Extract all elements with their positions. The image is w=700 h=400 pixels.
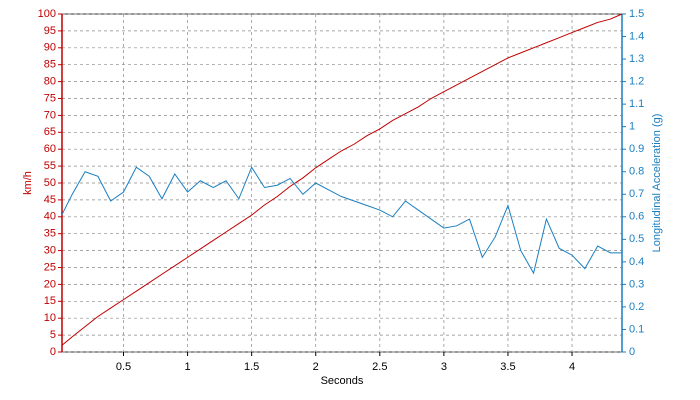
y-tick-label: 75 [44,92,56,104]
y-tick-label: 85 [44,59,56,71]
y-tick-label: 45 [44,194,56,206]
y2-tick-label: 0.5 [629,233,644,245]
y2-tick-label: 0 [629,346,635,358]
y2-axis-label: Longitudinal Acceleration (g) [651,114,663,253]
y2-tick-label: 1 [629,121,635,133]
y2-tick-label: 0.7 [629,188,644,200]
x-tick-label: 2 [313,361,319,373]
data-line [61,13,623,346]
y-tick-label: 0 [50,346,56,358]
y-tick-label: 60 [44,143,56,155]
x-tick-label: 4 [569,361,575,373]
y-tick-label: 95 [44,25,56,37]
y-tick-label: 30 [44,245,56,257]
y2-tick-label: 1.5 [629,8,644,20]
y-tick-label: 40 [44,211,56,223]
y-tick-label: 70 [44,109,56,121]
x-tick-label: 1.5 [244,361,259,373]
x-tick-label: 3.5 [500,361,515,373]
y2-tick-label: 1.2 [629,76,644,88]
y-tick-label: 65 [44,126,56,138]
y2-tick-label: 0.9 [629,143,644,155]
y-tick-label: 80 [44,76,56,88]
y-axis-label: km/h [22,171,34,195]
y-tick-label: 15 [44,295,56,307]
y-tick-label: 100 [38,8,56,20]
y-tick-label: 35 [44,228,56,240]
x-tick-label: 3 [441,361,447,373]
data-line [61,166,622,275]
y-tick-label: 25 [44,261,56,273]
x-tick-label: 1 [185,361,191,373]
plot-area [61,13,623,353]
y2-tick-label: 0.2 [629,301,644,313]
y-tick-label: 20 [44,278,56,290]
y2-tick-label: 1.3 [629,53,644,65]
y2-tick-label: 0.4 [629,256,644,268]
y-tick-label: 55 [44,160,56,172]
y2-tick-label: 0.8 [629,166,644,178]
y-tick-label: 10 [44,312,56,324]
y2-tick-label: 1.4 [629,30,644,42]
y2-tick-label: 0.1 [629,323,644,335]
y-tick-label: 50 [44,177,56,189]
y2-tick-label: 1.1 [629,98,644,110]
y-tick-label: 5 [50,329,56,341]
x-tick-label: 2.5 [372,361,387,373]
y2-tick-label: 0.3 [629,278,644,290]
x-axis-label: Seconds [321,375,364,387]
x-tick-label: 0.5 [116,361,131,373]
y2-tick-label: 0.6 [629,211,644,223]
y-tick-label: 90 [44,42,56,54]
